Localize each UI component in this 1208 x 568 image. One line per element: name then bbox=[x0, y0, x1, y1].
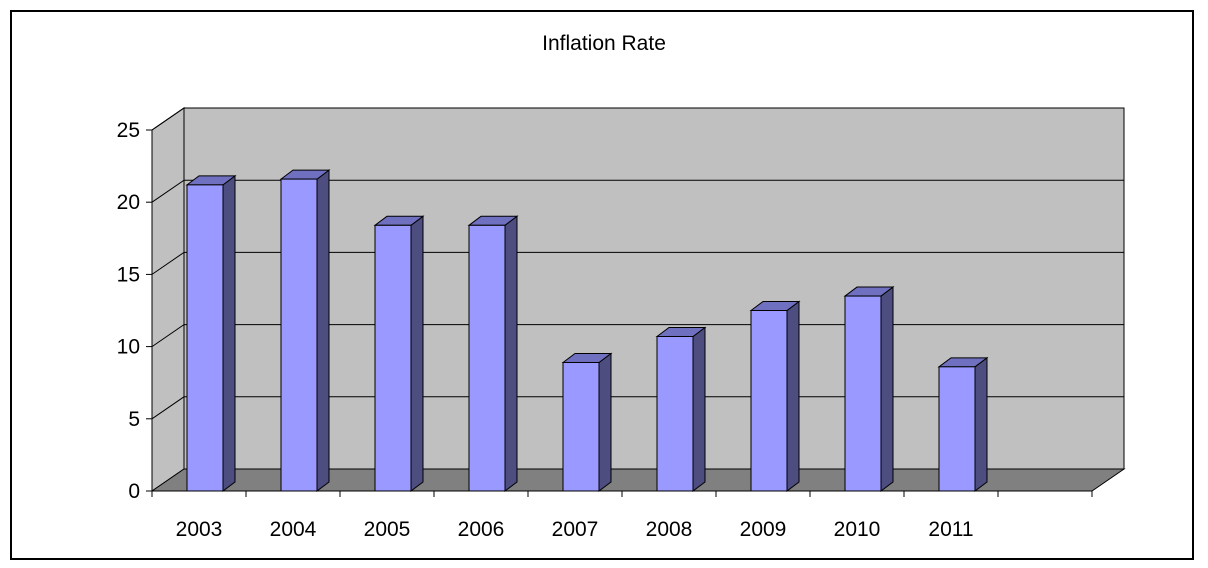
bar-2011 bbox=[937, 356, 989, 492]
bar-2006 bbox=[467, 215, 519, 492]
axes bbox=[146, 129, 1093, 497]
tick-labels: 0 5 10 15 20 25 2003 2004 2005 2006 2007 2008 2009 20… bbox=[117, 119, 974, 541]
bar-2008 bbox=[655, 326, 707, 492]
bar-front bbox=[844, 295, 882, 492]
bar-front bbox=[374, 224, 412, 492]
gridline bbox=[151, 251, 1124, 275]
y-tick-label: 25 bbox=[117, 119, 140, 142]
bar-front bbox=[750, 310, 788, 492]
x-tick-label: 2007 bbox=[552, 518, 599, 541]
bar-front bbox=[938, 366, 976, 492]
bar-2007 bbox=[561, 352, 613, 492]
bar-side bbox=[410, 215, 424, 492]
y-tick-label: 5 bbox=[128, 408, 140, 431]
bar-2005 bbox=[373, 215, 425, 492]
bar-side bbox=[504, 215, 518, 492]
bar-front bbox=[280, 178, 318, 492]
x-tick-label: 2005 bbox=[364, 518, 411, 541]
bar-2009 bbox=[749, 300, 801, 492]
gridline bbox=[151, 179, 1124, 203]
x-tick-label: 2010 bbox=[834, 518, 881, 541]
gridline bbox=[151, 107, 1124, 131]
x-tick-label: 2003 bbox=[176, 518, 223, 541]
bar-front bbox=[468, 224, 506, 492]
x-tick-label: 2009 bbox=[740, 518, 787, 541]
y-tick-label: 20 bbox=[117, 191, 140, 214]
bar-side bbox=[786, 300, 800, 492]
bar-side bbox=[222, 174, 236, 492]
bar-side bbox=[880, 286, 894, 492]
y-tick-label: 0 bbox=[128, 480, 140, 503]
y-tick-label: 15 bbox=[117, 263, 140, 286]
y-tick-label: 10 bbox=[117, 336, 140, 359]
bars bbox=[185, 169, 989, 492]
bar-side bbox=[974, 356, 988, 492]
gridlines bbox=[151, 107, 1124, 420]
bar-front bbox=[656, 335, 694, 492]
gridline bbox=[151, 324, 1124, 348]
bar-2004 bbox=[279, 169, 331, 492]
x-tick-label: 2006 bbox=[458, 518, 505, 541]
bar-front bbox=[186, 184, 224, 492]
bar-side bbox=[316, 169, 330, 492]
bar-side bbox=[692, 326, 706, 492]
gridline bbox=[151, 396, 1124, 420]
x-tick-label: 2008 bbox=[646, 518, 693, 541]
bar-2003 bbox=[185, 174, 237, 492]
x-tick-label: 2011 bbox=[928, 518, 973, 541]
bar-front bbox=[562, 361, 600, 492]
x-tick-label: 2004 bbox=[270, 518, 317, 541]
chart-title: Inflation Rate bbox=[542, 32, 666, 55]
side-wall bbox=[151, 107, 185, 492]
bar-side bbox=[598, 352, 612, 492]
bar-2010 bbox=[843, 286, 895, 492]
